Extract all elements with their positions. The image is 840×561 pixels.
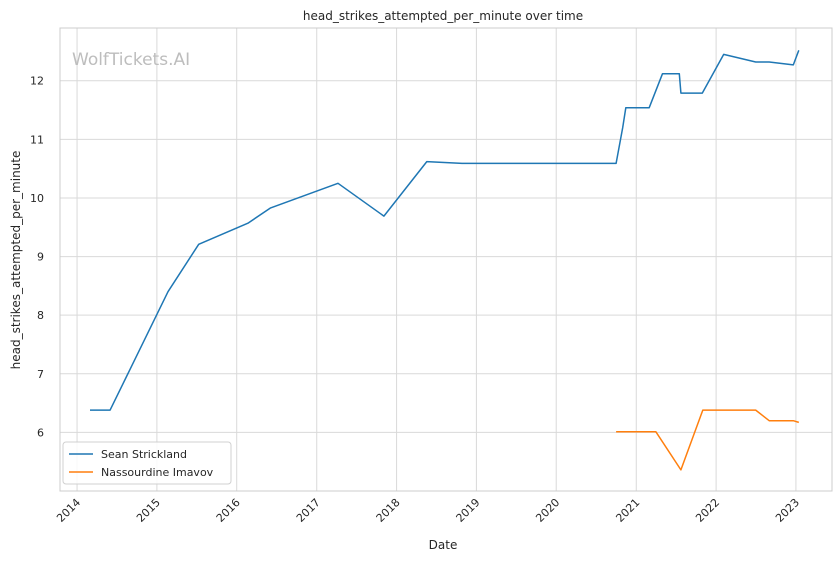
series-line-1 (90, 50, 800, 411)
y-axis-label: head_strikes_attempted_per_minute (9, 151, 23, 370)
y-tick-label: 6 (37, 426, 44, 439)
y-tick-label: 11 (30, 133, 44, 146)
legend-label: Sean Strickland (101, 448, 187, 461)
legend-box (62, 441, 232, 485)
grid-lines (60, 28, 832, 491)
chart-title: head_strikes_attempted_per_minute over t… (303, 9, 583, 23)
y-tick-label: 9 (37, 251, 44, 264)
y-tick-label: 12 (30, 75, 44, 88)
plot-frame (59, 27, 833, 492)
legend-label: Nassourdine Imavov (101, 466, 214, 479)
x-axis-label: Date (429, 538, 458, 552)
y-tick-label: 8 (37, 309, 44, 322)
series-line-2 (616, 409, 800, 471)
legend: Sean Strickland Nassourdine Imavov (62, 441, 232, 485)
watermark: WolfTickets.AI (72, 50, 190, 70)
y-tick-labels: 6 7 8 9 10 11 12 (30, 75, 44, 440)
y-tick-label: 10 (30, 192, 44, 205)
series-layer (90, 50, 800, 471)
y-tick-label: 7 (37, 368, 44, 381)
